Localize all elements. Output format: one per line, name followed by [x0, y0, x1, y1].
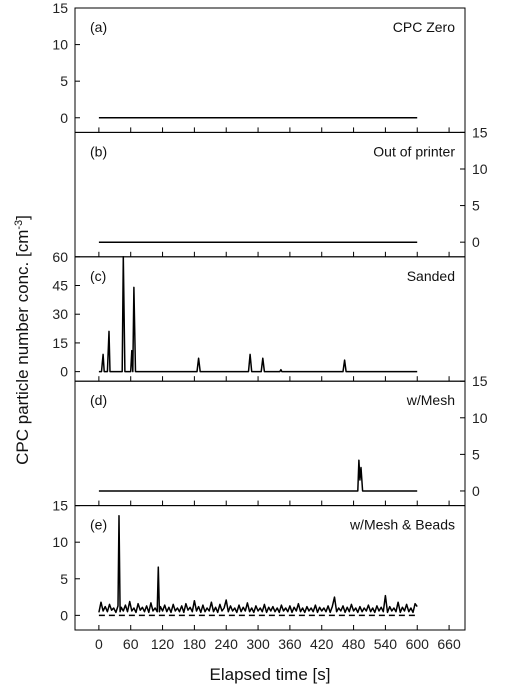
x-tick-label: 300: [246, 636, 270, 652]
y-axis-title-superscript: -3: [13, 220, 25, 230]
panel-title: Out of printer: [373, 143, 455, 159]
y-tick-label: 0: [472, 483, 480, 499]
y-tick-label: 5: [60, 571, 68, 587]
panel-1: 0 5 10 15 (a) CPC Zero: [52, 0, 466, 133]
y-tick-label: 15: [472, 373, 488, 389]
x-tick-label: 240: [215, 636, 239, 652]
y-tick-label: 15: [52, 498, 68, 514]
panel-4: 0 5 10 15 (d) w/Mesh: [74, 373, 488, 507]
y-tick-label: 10: [52, 534, 68, 550]
y-tick-label: 45: [52, 278, 68, 294]
y-tick-label: 0: [60, 607, 68, 623]
panel-label: (b): [90, 143, 107, 159]
y-tick-label: 0: [60, 110, 68, 126]
x-tick-label: 360: [278, 636, 302, 652]
x-tick-label: 600: [406, 636, 430, 652]
y-tick-label: 0: [60, 364, 68, 380]
y-tick-label: 15: [52, 0, 68, 16]
panel-title: CPC Zero: [393, 19, 455, 35]
y-axis-title: CPC particle number conc. [cm-3]: [13, 215, 32, 465]
y-tick-label: 60: [52, 249, 68, 265]
x-axis-title: Elapsed time [s]: [210, 665, 331, 684]
y-tick-label: 15: [472, 124, 488, 140]
y-tick-label: 5: [472, 446, 480, 462]
series-line: [98, 459, 418, 492]
y-tick-label: 5: [472, 198, 480, 214]
series-line: [98, 515, 418, 614]
y-tick-label: 5: [60, 73, 68, 89]
x-tick-label: 540: [374, 636, 398, 652]
chart-panels: 0 5 10 15 (a) CPC Zero 0 5 10 15 (b) Out of printer…: [52, 0, 488, 631]
panel-3: 0 15 30 45 60 (c) Sanded: [52, 249, 466, 382]
y-tick-label: 10: [52, 37, 68, 53]
panel-2: 0 5 10 15 (b) Out of printer: [74, 124, 488, 258]
series-line: [98, 256, 418, 373]
panel-title: Sanded: [407, 268, 455, 284]
panel-5: 0 5 10 15 (e) w/Mesh & Beads: [52, 498, 466, 631]
y-axis-title-main: CPC particle number conc. [cm: [13, 230, 32, 465]
panel-label: (e): [90, 517, 107, 533]
panel-title: w/Mesh: [406, 392, 455, 408]
y-tick-label: 0: [472, 234, 480, 250]
y-tick-label: 10: [472, 161, 488, 177]
panel-label: (c): [90, 268, 106, 284]
x-tick-label: 60: [123, 636, 139, 652]
y-tick-label: 30: [52, 306, 68, 322]
y-tick-label: 15: [52, 335, 68, 351]
x-tick-label: 420: [310, 636, 334, 652]
y-tick-label: 10: [472, 410, 488, 426]
panel-title: w/Mesh & Beads: [349, 517, 455, 533]
y-axis-title-close: ]: [13, 215, 32, 220]
panel-label: (a): [90, 19, 107, 35]
x-tick-label: 660: [437, 636, 461, 652]
panel-label: (d): [90, 392, 107, 408]
x-tick-label: 480: [342, 636, 366, 652]
x-tick-label: 120: [151, 636, 175, 652]
x-axis: 0 60 120 180 240 300 360 420 480 540 600 660: [95, 636, 461, 652]
x-tick-label: 0: [95, 636, 103, 652]
x-tick-label: 180: [183, 636, 207, 652]
panel-frame: [74, 505, 466, 631]
